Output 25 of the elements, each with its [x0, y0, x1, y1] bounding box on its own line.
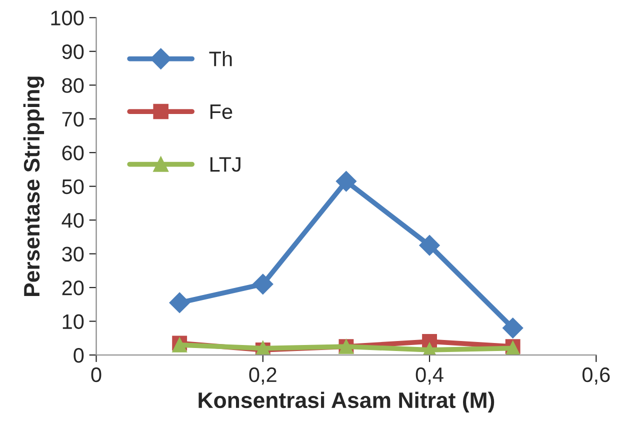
y-tick-label: 90 — [62, 44, 84, 60]
y-tick-label: 50 — [62, 179, 84, 194]
point — [169, 292, 190, 314]
y-tick-label: 80 — [62, 78, 84, 93]
x-tick-label: 0,4 — [416, 367, 444, 385]
y-tick-label: 40 — [62, 213, 84, 228]
point — [252, 274, 274, 294]
point — [419, 235, 440, 256]
y-tick-label: 10 — [62, 314, 84, 330]
y-tick-label: 60 — [62, 146, 84, 160]
legend-label: LTJ — [210, 157, 240, 172]
y-tick-label: 0 — [74, 348, 84, 363]
y-tick-label: 20 — [62, 280, 84, 296]
x-tick-label: 0 — [91, 367, 102, 382]
legend-label: Fe — [210, 104, 232, 120]
y-tick-label: 70 — [62, 112, 84, 127]
x-axis-title: Konsentrasi Asam Nitrat (M) — [198, 392, 494, 412]
point — [336, 170, 357, 192]
x-tick-label: 0,6 — [582, 367, 610, 385]
point — [502, 318, 524, 338]
x-tick-label: 0,2 — [249, 367, 276, 385]
legend-label: Th — [209, 50, 232, 66]
y-tick-label: 30 — [62, 246, 84, 262]
y-axis-title: Persentase Stripping — [23, 76, 44, 296]
y-tick-label: 100 — [51, 10, 84, 26]
